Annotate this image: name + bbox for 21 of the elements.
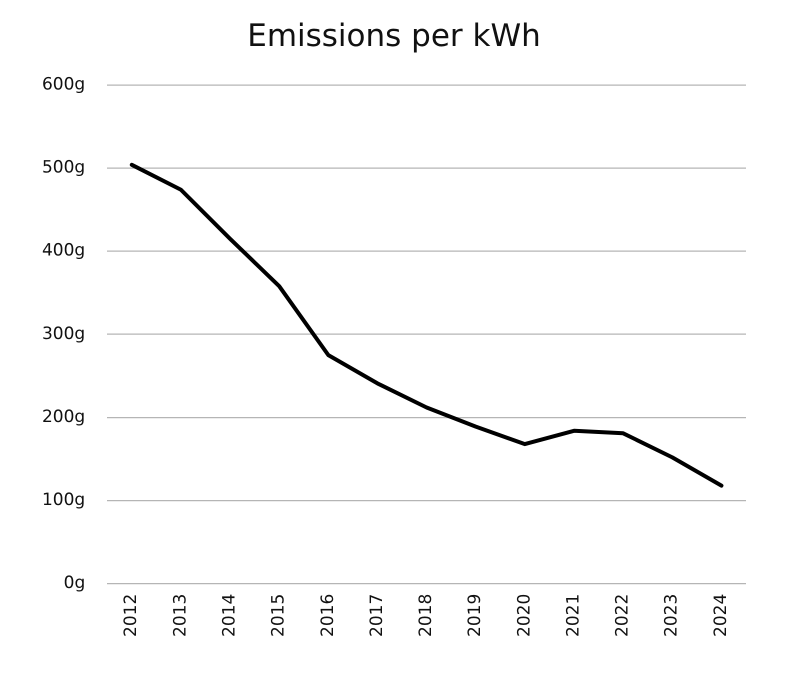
x-tick-label: 2017 — [366, 594, 387, 637]
y-tick-label: 500g — [42, 158, 86, 178]
x-tick-label: 2024 — [710, 594, 731, 637]
x-tick-label: 2020 — [514, 594, 534, 637]
x-tick-label: 2018 — [416, 594, 436, 637]
x-tick-label: 2015 — [268, 594, 289, 637]
y-tick-label: 200g — [42, 406, 86, 427]
x-tick-label: 2012 — [121, 594, 142, 637]
y-tick-label: 600g — [42, 74, 86, 94]
x-tick-label: 2021 — [563, 594, 584, 637]
y-tick-label: 300g — [42, 324, 86, 344]
x-tick-label: 2014 — [220, 594, 240, 637]
y-tick-label: 0g — [64, 573, 86, 594]
chart-title: Emissions per kWh — [246, 18, 542, 54]
y-tick-label: 100g — [42, 490, 86, 510]
x-tick-label: 2023 — [662, 594, 682, 637]
x-tick-label: 2016 — [318, 594, 338, 637]
y-tick-label: 400g — [42, 240, 86, 261]
x-tick-label: 2022 — [612, 594, 633, 637]
x-tick-label: 2013 — [170, 594, 190, 637]
x-tick-label: 2019 — [465, 594, 486, 637]
